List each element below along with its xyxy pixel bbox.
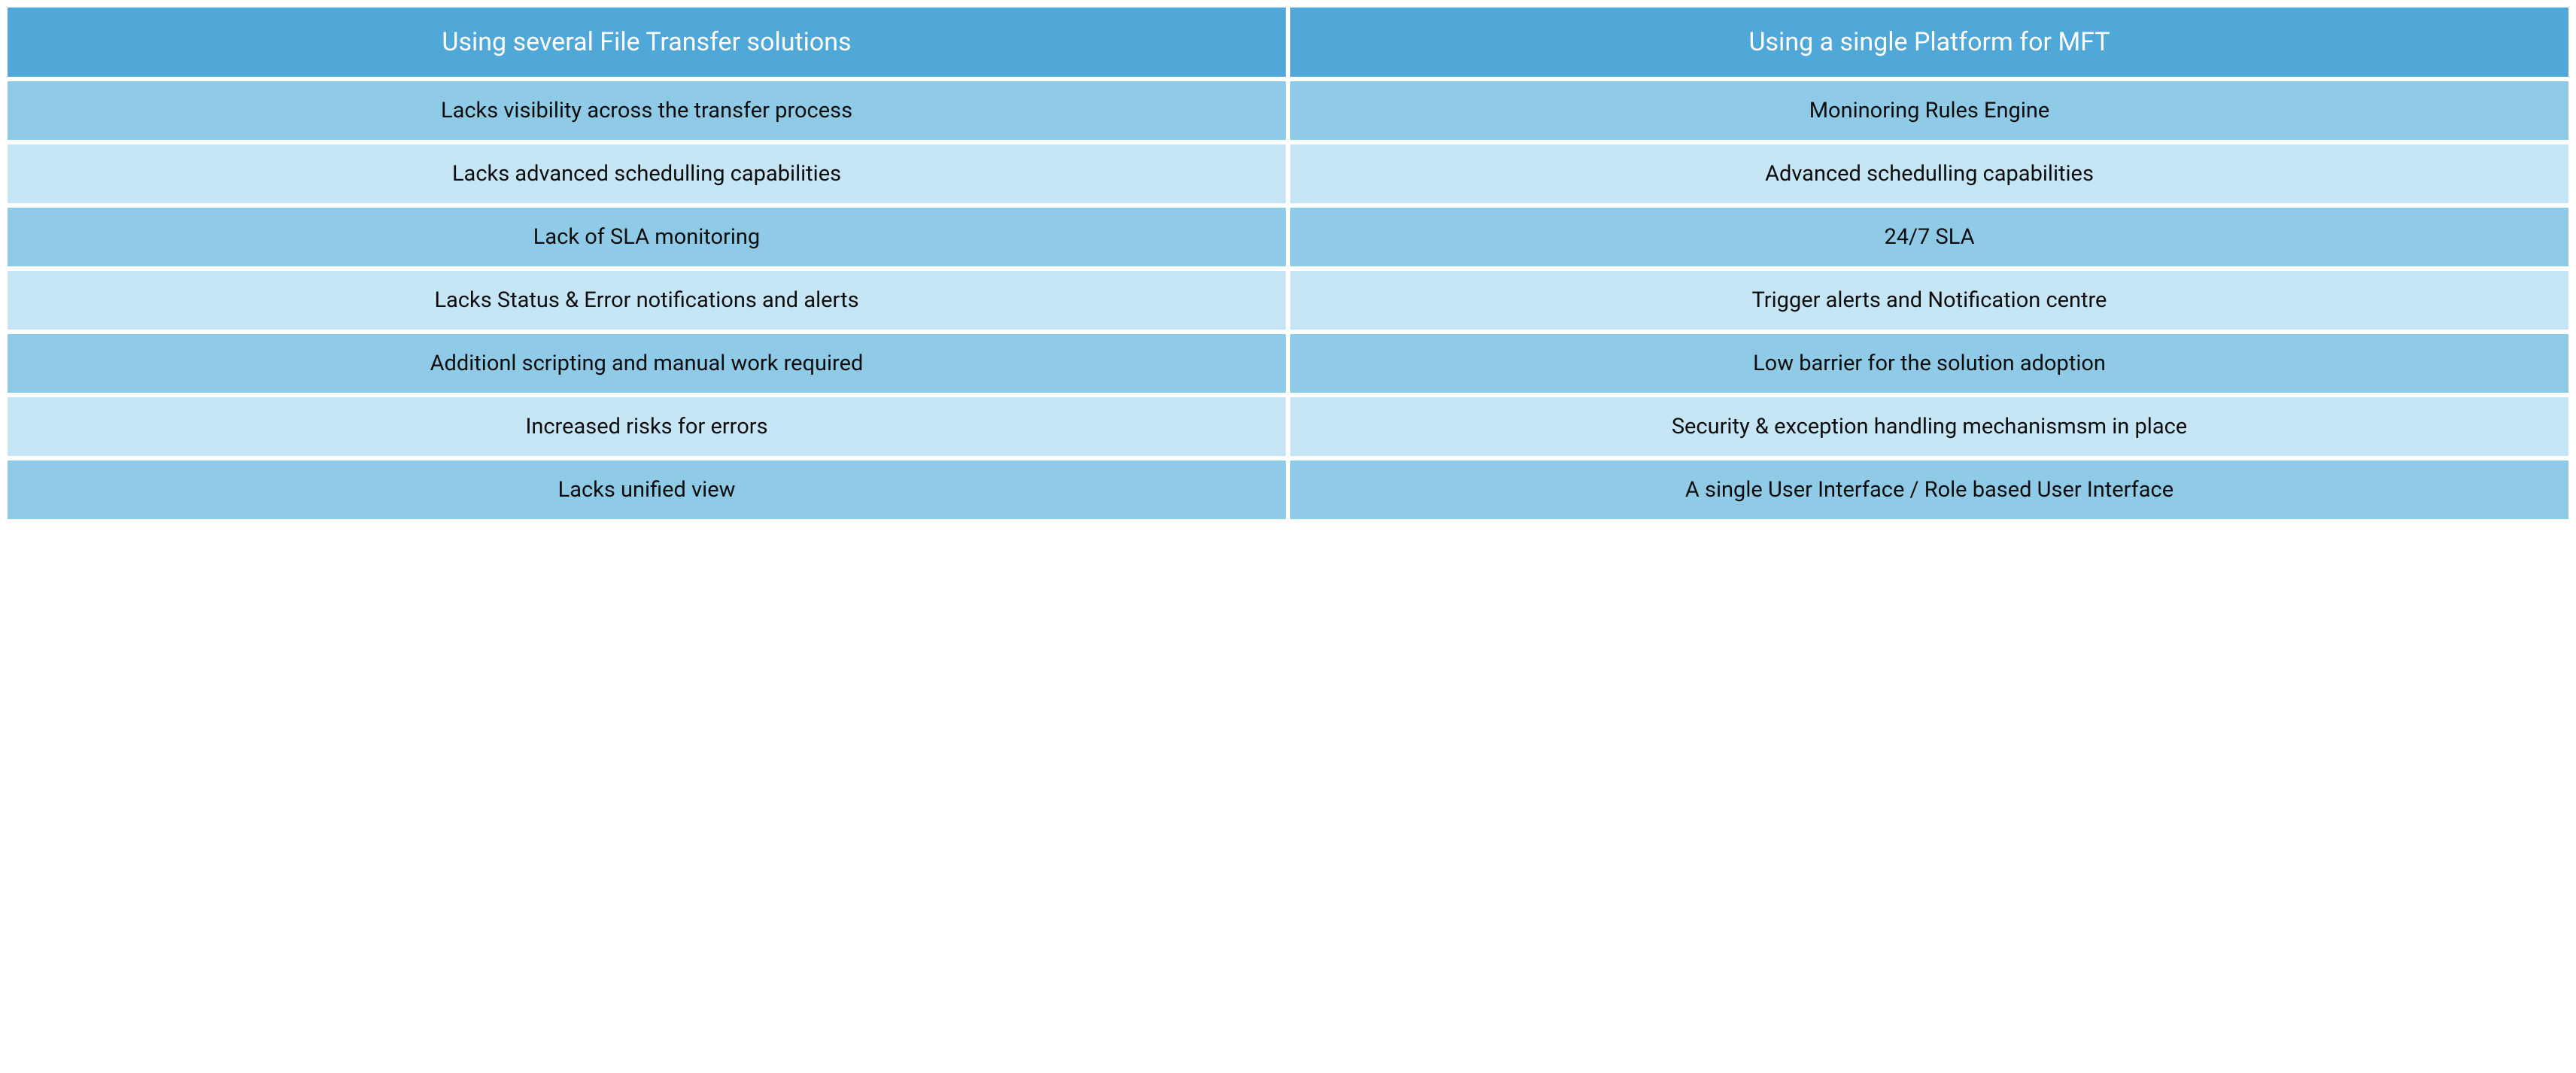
table-cell: 24/7 SLA (1290, 208, 2568, 266)
cell-text: Security & exception handling mechanisms… (1672, 414, 2187, 439)
table-header-row: Using several File Transfer solutions Us… (8, 8, 2568, 77)
table-row: Lacks advanced schedulling capabilities … (8, 144, 2568, 203)
cell-text: Lacks visibility across the transfer pro… (441, 98, 852, 123)
cell-text: Low barrier for the solution adoption (1753, 351, 2106, 376)
cell-text: Additionl scripting and manual work requ… (430, 351, 864, 376)
cell-text: Advanced schedulling capabilities (1765, 161, 2094, 187)
table-row: Lacks visibility across the transfer pro… (8, 81, 2568, 140)
header-label: Using a single Platform for MFT (1748, 27, 2110, 57)
table-cell: Lacks advanced schedulling capabilities (8, 144, 1286, 203)
table-cell: Lacks Status & Error notifications and a… (8, 271, 1286, 330)
table-cell: Lacks visibility across the transfer pro… (8, 81, 1286, 140)
table-row: Lacks unified view A single User Interfa… (8, 461, 2568, 519)
table-row: Increased risks for errors Security & ex… (8, 397, 2568, 456)
table-row: Lacks Status & Error notifications and a… (8, 271, 2568, 330)
table-cell: Lack of SLA monitoring (8, 208, 1286, 266)
header-cell-right: Using a single Platform for MFT (1290, 8, 2568, 77)
table-cell: Additionl scripting and manual work requ… (8, 334, 1286, 393)
cell-text: Lacks unified view (558, 477, 736, 503)
cell-text: 24/7 SLA (1884, 224, 1974, 250)
cell-text: Lacks advanced schedulling capabilities (452, 161, 841, 187)
cell-text: Moninoring Rules Engine (1809, 98, 2050, 123)
table-cell: Security & exception handling mechanisms… (1290, 397, 2568, 456)
cell-text: Lack of SLA monitoring (533, 224, 760, 250)
cell-text: Trigger alerts and Notification centre (1752, 287, 2107, 313)
table-cell: Low barrier for the solution adoption (1290, 334, 2568, 393)
cell-text: Increased risks for errors (525, 414, 767, 439)
table-cell: Lacks unified view (8, 461, 1286, 519)
header-cell-left: Using several File Transfer solutions (8, 8, 1286, 77)
comparison-table: Using several File Transfer solutions Us… (8, 8, 2568, 519)
table-cell: A single User Interface / Role based Use… (1290, 461, 2568, 519)
table-cell: Trigger alerts and Notification centre (1290, 271, 2568, 330)
table-cell: Moninoring Rules Engine (1290, 81, 2568, 140)
cell-text: Lacks Status & Error notifications and a… (434, 287, 858, 313)
cell-text: A single User Interface / Role based Use… (1685, 477, 2174, 503)
table-row: Additionl scripting and manual work requ… (8, 334, 2568, 393)
table-row: Lack of SLA monitoring 24/7 SLA (8, 208, 2568, 266)
header-label: Using several File Transfer solutions (442, 27, 851, 57)
table-cell: Increased risks for errors (8, 397, 1286, 456)
table-cell: Advanced schedulling capabilities (1290, 144, 2568, 203)
